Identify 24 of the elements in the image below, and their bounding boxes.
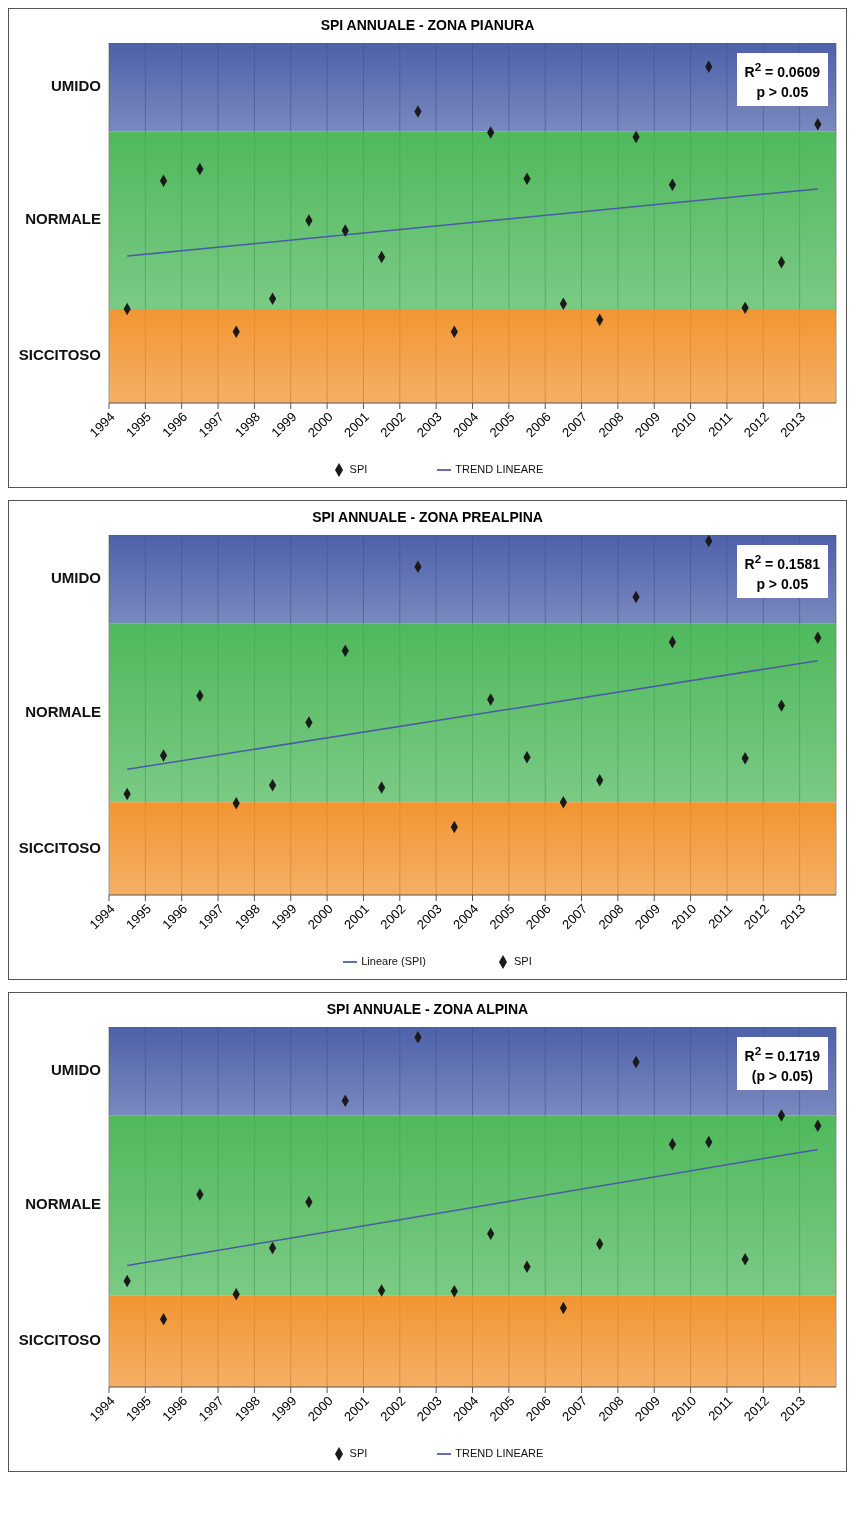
legend-label: SPI (514, 955, 532, 967)
band-label: UMIDO (51, 77, 102, 95)
band-label: UMIDO (51, 569, 102, 587)
band-label: SICCITOSO (18, 1331, 102, 1349)
band-label: SICCITOSO (18, 838, 102, 856)
annotation: (p > 0.05) (750, 1066, 814, 1086)
legend-label: Lineare (SPI) (361, 955, 427, 967)
band-label: NORMALE (25, 1195, 101, 1213)
chart-title: SPI ANNUALE - ZONA PIANURA (319, 16, 536, 35)
band-label: NORMALE (25, 210, 101, 228)
chart-title: SPI ANNUALE - ZONA ALPINA (325, 1000, 530, 1019)
legend-label: TREND LINEARE (455, 1447, 544, 1459)
legend-label: SPI (349, 463, 368, 475)
annotation: p > 0.05 (755, 82, 810, 102)
annotation: R$^{2}$ = 0.0609 (744, 59, 820, 82)
chart-title: SPI ANNUALE - ZONA PREALPINA (311, 508, 544, 527)
band-label: NORMALE (25, 703, 101, 721)
annotation: R$^{2}$ = 0.1719 (744, 1043, 820, 1066)
band-label: SICCITOSO (18, 345, 102, 363)
legend-label: TREND LINEARE (455, 463, 544, 475)
annotation: p > 0.05 (755, 574, 810, 594)
legend-label: SPI (349, 1447, 368, 1459)
annotation: R$^{2}$ = 0.1581 (744, 551, 820, 574)
band-label: UMIDO (51, 1061, 102, 1079)
